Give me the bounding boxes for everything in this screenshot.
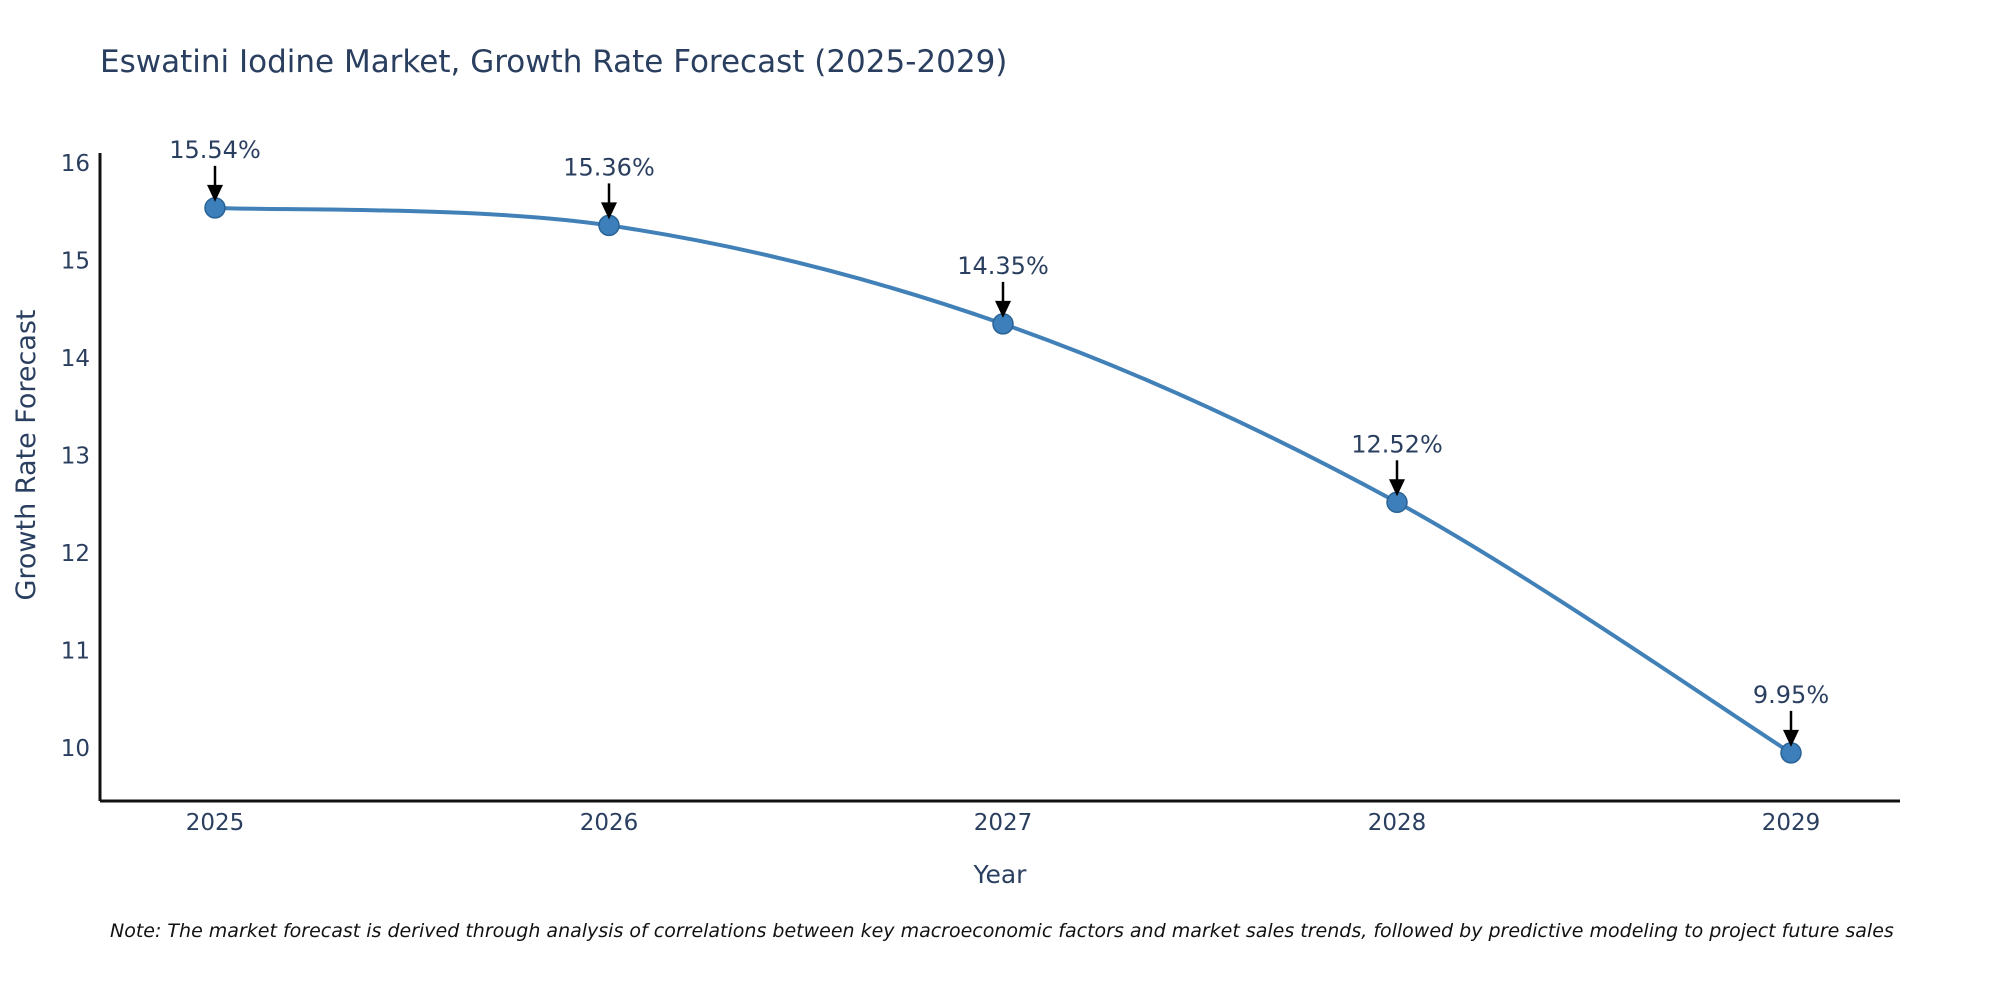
- y-tick-label: 13: [61, 444, 90, 470]
- annotation-arrowhead-icon: [601, 202, 617, 220]
- x-tick-label: 2028: [1368, 810, 1427, 836]
- annotation-arrowhead-icon: [1389, 479, 1405, 497]
- y-tick-label: 16: [61, 151, 90, 177]
- x-tick-label: 2027: [974, 810, 1033, 836]
- y-tick-label: 10: [61, 736, 90, 762]
- data-point-annotation: 15.54%: [169, 136, 261, 164]
- y-tick-label: 12: [61, 541, 90, 567]
- y-tick-label: 15: [61, 249, 90, 275]
- data-point-annotation: 12.52%: [1351, 430, 1443, 458]
- annotation-arrowhead-icon: [995, 300, 1011, 318]
- x-tick-label: 2029: [1762, 810, 1821, 836]
- x-tick-label: 2025: [186, 810, 245, 836]
- data-point-annotation: 15.36%: [563, 153, 655, 181]
- x-tick-label: 2026: [580, 810, 639, 836]
- footnote: Note: The market forecast is derived thr…: [110, 920, 1894, 942]
- annotation-arrowhead-icon: [207, 184, 223, 202]
- chart-title: Eswatini Iodine Market, Growth Rate Fore…: [100, 44, 1008, 80]
- y-tick-label: 11: [61, 639, 90, 665]
- y-axis-title: Growth Rate Forecast: [11, 309, 42, 601]
- y-tick-label: 14: [61, 346, 90, 372]
- x-axis-title: Year: [973, 860, 1027, 889]
- data-point-annotation: 9.95%: [1753, 681, 1829, 709]
- annotation-arrowhead-icon: [1783, 729, 1799, 747]
- data-point-annotation: 14.35%: [957, 252, 1049, 280]
